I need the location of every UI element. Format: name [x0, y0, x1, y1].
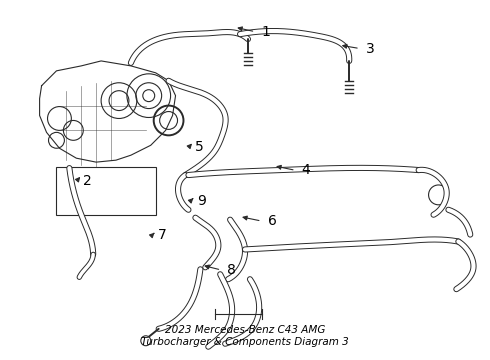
- Text: 6: 6: [268, 214, 276, 228]
- Text: 2023 Mercedes-Benz C43 AMG
Turbocharger & Components Diagram 3: 2023 Mercedes-Benz C43 AMG Turbocharger …: [141, 325, 349, 347]
- Text: 3: 3: [366, 41, 375, 55]
- Text: 1: 1: [261, 25, 270, 39]
- Text: 5: 5: [195, 140, 203, 154]
- Text: 4: 4: [302, 163, 311, 177]
- Text: 9: 9: [196, 194, 205, 208]
- Text: 7: 7: [158, 228, 167, 242]
- Text: 2: 2: [83, 174, 92, 188]
- Text: 8: 8: [227, 263, 236, 277]
